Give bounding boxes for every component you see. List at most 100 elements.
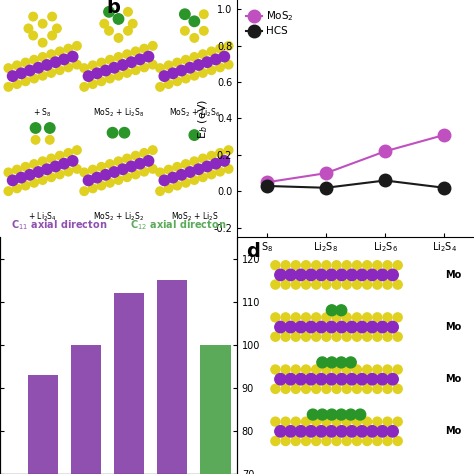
Circle shape: [336, 374, 347, 385]
Circle shape: [363, 332, 372, 341]
Circle shape: [38, 176, 47, 184]
Circle shape: [271, 417, 280, 426]
Circle shape: [342, 261, 351, 270]
Circle shape: [373, 280, 382, 289]
Text: C$_{11}$ axial directon: C$_{11}$ axial directon: [11, 219, 108, 232]
Circle shape: [105, 27, 113, 35]
Circle shape: [73, 42, 81, 50]
Circle shape: [73, 164, 81, 173]
Circle shape: [332, 332, 341, 341]
Circle shape: [140, 45, 148, 53]
Circle shape: [311, 332, 320, 341]
Circle shape: [373, 417, 382, 426]
Circle shape: [271, 332, 280, 341]
Circle shape: [326, 305, 337, 316]
Circle shape: [113, 14, 124, 24]
Circle shape: [322, 332, 331, 341]
Circle shape: [38, 157, 47, 165]
Circle shape: [30, 55, 38, 64]
Circle shape: [13, 61, 21, 70]
Circle shape: [346, 374, 357, 385]
Circle shape: [366, 426, 378, 437]
Circle shape: [383, 365, 392, 374]
Circle shape: [30, 160, 38, 168]
Bar: [71, 345, 101, 474]
Circle shape: [393, 365, 402, 374]
Bar: [157, 280, 187, 474]
Circle shape: [164, 165, 173, 174]
Circle shape: [199, 173, 207, 182]
Bar: [201, 345, 230, 474]
Circle shape: [281, 280, 290, 289]
Circle shape: [210, 158, 221, 169]
Circle shape: [131, 151, 140, 160]
Legend: MoS$_2$, HCS: MoS$_2$, HCS: [242, 5, 298, 40]
Circle shape: [373, 313, 382, 322]
Circle shape: [285, 269, 296, 281]
Circle shape: [30, 123, 41, 133]
Text: b: b: [107, 0, 120, 17]
Circle shape: [119, 128, 130, 138]
Circle shape: [48, 12, 56, 21]
Circle shape: [38, 38, 47, 47]
Circle shape: [373, 365, 382, 374]
Circle shape: [42, 60, 52, 70]
Circle shape: [176, 170, 187, 180]
Circle shape: [156, 187, 164, 195]
Circle shape: [322, 313, 331, 322]
Circle shape: [92, 173, 102, 183]
Circle shape: [8, 71, 18, 82]
Circle shape: [363, 384, 372, 393]
MoS$_2$: [323, 170, 328, 176]
Circle shape: [59, 158, 69, 169]
Circle shape: [29, 31, 37, 40]
Circle shape: [148, 42, 157, 50]
Circle shape: [199, 50, 207, 58]
Circle shape: [353, 365, 361, 374]
Circle shape: [383, 437, 392, 446]
Circle shape: [114, 53, 123, 61]
Circle shape: [305, 374, 317, 385]
Circle shape: [336, 305, 346, 316]
Circle shape: [89, 80, 97, 88]
Circle shape: [353, 384, 361, 393]
Circle shape: [126, 57, 137, 67]
Circle shape: [114, 72, 123, 80]
Circle shape: [202, 161, 212, 172]
Circle shape: [148, 164, 157, 173]
Circle shape: [55, 170, 64, 179]
Bar: [329, 306, 360, 474]
Circle shape: [97, 163, 106, 171]
Text: Mo: Mo: [446, 322, 462, 332]
Circle shape: [47, 173, 55, 182]
Circle shape: [106, 179, 114, 187]
Circle shape: [190, 72, 199, 80]
Circle shape: [342, 280, 351, 289]
Circle shape: [13, 80, 21, 88]
Circle shape: [140, 63, 148, 72]
Circle shape: [336, 409, 346, 420]
Circle shape: [143, 51, 154, 62]
Circle shape: [182, 160, 190, 168]
MoS$_2$: [382, 148, 388, 154]
Circle shape: [118, 164, 128, 174]
Circle shape: [190, 157, 199, 165]
Circle shape: [301, 417, 310, 426]
Circle shape: [377, 269, 388, 281]
Circle shape: [342, 332, 351, 341]
Circle shape: [126, 161, 137, 172]
Circle shape: [100, 19, 109, 28]
Circle shape: [25, 65, 35, 76]
Circle shape: [317, 409, 328, 420]
Circle shape: [64, 63, 73, 72]
Circle shape: [4, 168, 13, 177]
Circle shape: [295, 374, 307, 385]
Circle shape: [363, 437, 372, 446]
Circle shape: [332, 437, 341, 446]
Circle shape: [345, 409, 356, 420]
Circle shape: [311, 261, 320, 270]
Circle shape: [173, 163, 182, 171]
Circle shape: [316, 321, 327, 333]
Circle shape: [50, 57, 61, 67]
HCS: [323, 185, 328, 191]
